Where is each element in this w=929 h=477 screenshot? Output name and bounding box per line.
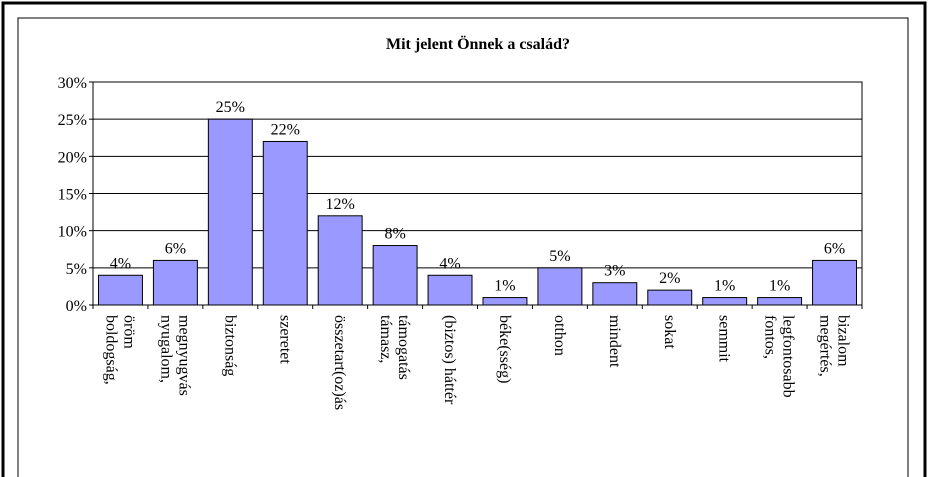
value-label: 1% bbox=[714, 278, 735, 295]
value-label: 2% bbox=[659, 270, 680, 287]
value-label: 5% bbox=[549, 248, 570, 265]
y-tick-label: 15% bbox=[58, 187, 87, 204]
x-tick-label: boldogság, bbox=[102, 315, 119, 385]
x-tick-label: nyugalom, bbox=[157, 315, 174, 383]
bar bbox=[317, 215, 363, 306]
x-tick-label: (biztos) háttér bbox=[441, 315, 458, 405]
value-label: 8% bbox=[384, 226, 405, 243]
x-tick-label: sokat bbox=[661, 315, 678, 349]
bar bbox=[152, 259, 198, 306]
bar bbox=[482, 297, 528, 306]
bar bbox=[97, 274, 143, 306]
value-label: 25% bbox=[216, 99, 245, 116]
value-label: 4% bbox=[439, 255, 460, 272]
bar bbox=[592, 282, 638, 306]
x-tick-label: támogatás bbox=[395, 315, 412, 380]
bar bbox=[262, 140, 308, 306]
y-tick-label: 5% bbox=[66, 261, 87, 278]
chart-frame bbox=[17, 17, 909, 477]
value-label: 1% bbox=[769, 278, 790, 295]
bar bbox=[757, 297, 803, 306]
y-tick-label: 20% bbox=[58, 149, 87, 166]
bar bbox=[537, 267, 583, 306]
x-tick-label: megnyugvás bbox=[175, 315, 192, 396]
y-tick-label: 25% bbox=[58, 112, 87, 129]
x-tick-label: semmit bbox=[716, 315, 733, 363]
value-label: 22% bbox=[271, 121, 300, 138]
value-label: 12% bbox=[326, 196, 355, 213]
value-label: 6% bbox=[165, 240, 186, 257]
y-tick-label: 30% bbox=[58, 75, 87, 92]
value-label: 4% bbox=[110, 255, 131, 272]
x-tick-label: bizalom bbox=[835, 315, 852, 367]
value-label: 6% bbox=[824, 240, 845, 257]
x-tick-label: fontos, bbox=[762, 315, 779, 359]
x-tick-label: szeretet bbox=[276, 315, 293, 364]
x-tick-label: összetart(oz)ás bbox=[331, 315, 348, 410]
value-label: 3% bbox=[604, 263, 625, 280]
y-tick-label: 0% bbox=[66, 298, 87, 315]
x-tick-label: legfontosabb bbox=[780, 315, 797, 398]
bar bbox=[647, 289, 693, 306]
bar bbox=[207, 118, 253, 306]
y-tick-label: 10% bbox=[58, 224, 87, 241]
x-tick-label: támasz, bbox=[377, 315, 394, 363]
value-label: 1% bbox=[494, 278, 515, 295]
x-tick-label: öröm bbox=[120, 315, 137, 349]
bar bbox=[812, 259, 858, 306]
x-tick-label: béke(sség) bbox=[496, 315, 513, 383]
bar bbox=[702, 297, 748, 306]
x-tick-label: biztonság bbox=[221, 315, 238, 376]
x-tick-label: otthon bbox=[551, 315, 568, 356]
chart-title: Mit jelent Önnek a család? bbox=[386, 35, 570, 53]
bar bbox=[427, 274, 473, 306]
bar bbox=[372, 245, 418, 306]
x-tick-label: mindent bbox=[606, 315, 623, 368]
x-tick-label: megértés, bbox=[817, 315, 834, 377]
